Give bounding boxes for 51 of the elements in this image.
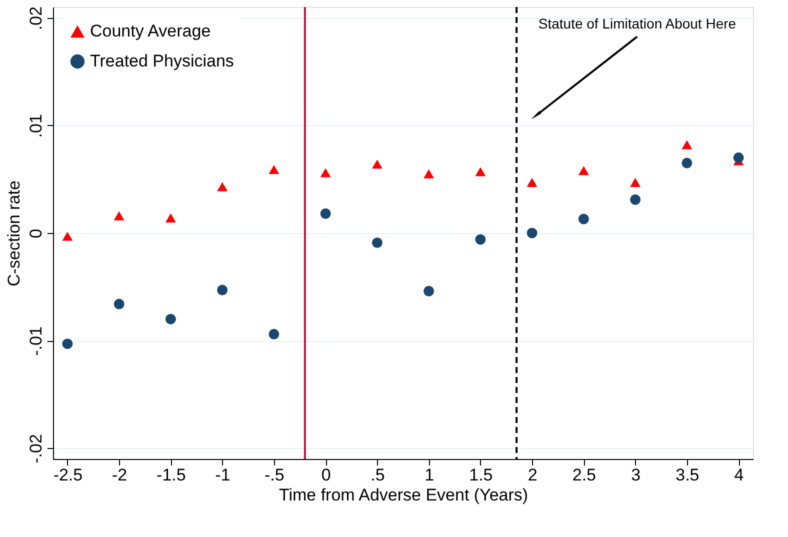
point — [424, 169, 434, 178]
point — [268, 328, 280, 340]
point — [526, 178, 538, 187]
x-tick-label: -2 — [112, 466, 128, 484]
point — [682, 140, 692, 150]
x-tick-label: -1.5 — [156, 466, 186, 484]
point — [165, 314, 176, 324]
x-tick-label: 2 — [528, 466, 538, 484]
point — [733, 152, 744, 163]
x-tick-label: 1.5 — [469, 466, 493, 484]
y-tick-label: -.01 — [26, 326, 46, 356]
point — [372, 237, 382, 248]
point — [320, 168, 331, 178]
point — [578, 166, 589, 176]
y-tick-label: -.02 — [26, 434, 46, 464]
annotation: Statute of Limitation About Here — [538, 16, 736, 32]
point — [268, 164, 280, 174]
x-tick-label: -2.5 — [53, 466, 83, 484]
point — [320, 208, 331, 219]
point — [217, 284, 228, 296]
point — [475, 167, 486, 176]
y-axis-title: C-section rate — [4, 180, 24, 286]
x-tick-label: -.5 — [264, 466, 284, 484]
x-tick-label: -1 — [215, 466, 230, 484]
point — [424, 286, 434, 296]
point — [62, 232, 73, 241]
point — [578, 214, 589, 224]
point — [372, 160, 382, 169]
point — [682, 158, 692, 168]
legend-label: Treated Physicians — [90, 52, 234, 70]
point — [114, 298, 124, 310]
x-tick-label: 3.5 — [676, 466, 700, 484]
y-tick-label: .02 — [26, 6, 46, 30]
x-tick-label: 2.5 — [572, 466, 596, 484]
x-tick-label: 1 — [424, 466, 434, 484]
x-tick-label: 0 — [321, 466, 331, 484]
point — [630, 194, 641, 205]
point — [526, 228, 538, 238]
x-tick-label: .5 — [370, 466, 385, 484]
x-tick-label: 4 — [734, 466, 744, 484]
x-axis-title: Time from Adverse Event (Years) — [278, 486, 528, 504]
point — [630, 178, 641, 187]
legend-label: County Average — [90, 22, 211, 40]
y-tick-label: 0 — [26, 228, 46, 238]
point — [475, 234, 486, 245]
point — [114, 211, 124, 220]
y-tick-label: .01 — [26, 114, 46, 138]
point — [62, 338, 73, 350]
x-tick-label: 3 — [631, 466, 641, 484]
point — [165, 213, 176, 222]
point — [217, 182, 228, 192]
